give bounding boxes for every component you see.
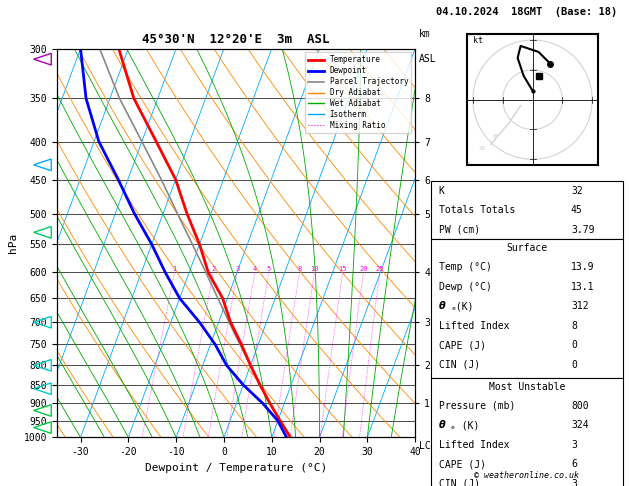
Text: 45: 45	[571, 205, 582, 215]
Text: 15: 15	[338, 266, 347, 273]
Text: 4: 4	[253, 266, 257, 273]
Title: 45°30'N  12°20'E  3m  ASL: 45°30'N 12°20'E 3m ASL	[142, 33, 330, 46]
Text: ₑ(K): ₑ(K)	[450, 301, 474, 312]
Text: 2: 2	[211, 266, 215, 273]
Text: ASL: ASL	[419, 54, 437, 65]
X-axis label: Dewpoint / Temperature (°C): Dewpoint / Temperature (°C)	[145, 463, 327, 473]
Text: 3.79: 3.79	[571, 225, 594, 235]
Text: Mixing Ratio (g/kg): Mixing Ratio (g/kg)	[457, 192, 466, 294]
Text: 20: 20	[479, 146, 486, 151]
Text: © weatheronline.co.uk: © weatheronline.co.uk	[474, 471, 579, 480]
Text: 5: 5	[267, 266, 271, 273]
Text: ₑ (K): ₑ (K)	[450, 420, 479, 431]
Text: 10: 10	[310, 266, 319, 273]
Text: 1: 1	[172, 266, 177, 273]
Bar	[431, 181, 623, 239]
Text: 3: 3	[571, 479, 577, 486]
Legend: Temperature, Dewpoint, Parcel Trajectory, Dry Adiabat, Wet Adiabat, Isotherm, Mi: Temperature, Dewpoint, Parcel Trajectory…	[305, 52, 411, 133]
Text: 04.10.2024  18GMT  (Base: 18): 04.10.2024 18GMT (Base: 18)	[436, 7, 618, 17]
Text: PW (cm): PW (cm)	[438, 225, 480, 235]
Text: 6: 6	[571, 459, 577, 469]
Text: 13.9: 13.9	[571, 262, 594, 273]
Text: 324: 324	[571, 420, 589, 431]
Text: 3: 3	[571, 440, 577, 450]
Text: K: K	[438, 186, 445, 196]
Text: km: km	[419, 29, 430, 39]
Text: 32: 32	[571, 186, 582, 196]
Y-axis label: hPa: hPa	[8, 233, 18, 253]
Bar	[431, 378, 623, 486]
Text: CAPE (J): CAPE (J)	[438, 340, 486, 350]
Text: θ: θ	[438, 420, 445, 431]
Text: 8: 8	[571, 321, 577, 331]
Text: 0: 0	[571, 340, 577, 350]
Text: CAPE (J): CAPE (J)	[438, 459, 486, 469]
Text: Surface: Surface	[506, 243, 547, 253]
Text: θ: θ	[438, 301, 445, 312]
Text: 20: 20	[359, 266, 367, 273]
Text: LCL: LCL	[419, 441, 437, 451]
Text: CIN (J): CIN (J)	[438, 479, 480, 486]
Text: 0: 0	[571, 360, 577, 370]
Text: 25: 25	[376, 266, 384, 273]
Text: Most Unstable: Most Unstable	[489, 382, 565, 392]
Text: Lifted Index: Lifted Index	[438, 440, 509, 450]
Text: 8: 8	[298, 266, 301, 273]
Text: 3: 3	[235, 266, 240, 273]
Text: 800: 800	[571, 401, 589, 411]
Text: Dewp (°C): Dewp (°C)	[438, 282, 491, 292]
Bar	[431, 239, 623, 378]
Text: CIN (J): CIN (J)	[438, 360, 480, 370]
Text: kt: kt	[473, 36, 483, 45]
Text: Totals Totals: Totals Totals	[438, 205, 515, 215]
Text: Temp (°C): Temp (°C)	[438, 262, 491, 273]
Text: 312: 312	[571, 301, 589, 312]
Text: 10: 10	[491, 135, 498, 139]
Text: Lifted Index: Lifted Index	[438, 321, 509, 331]
Text: 13.1: 13.1	[571, 282, 594, 292]
Text: Pressure (mb): Pressure (mb)	[438, 401, 515, 411]
